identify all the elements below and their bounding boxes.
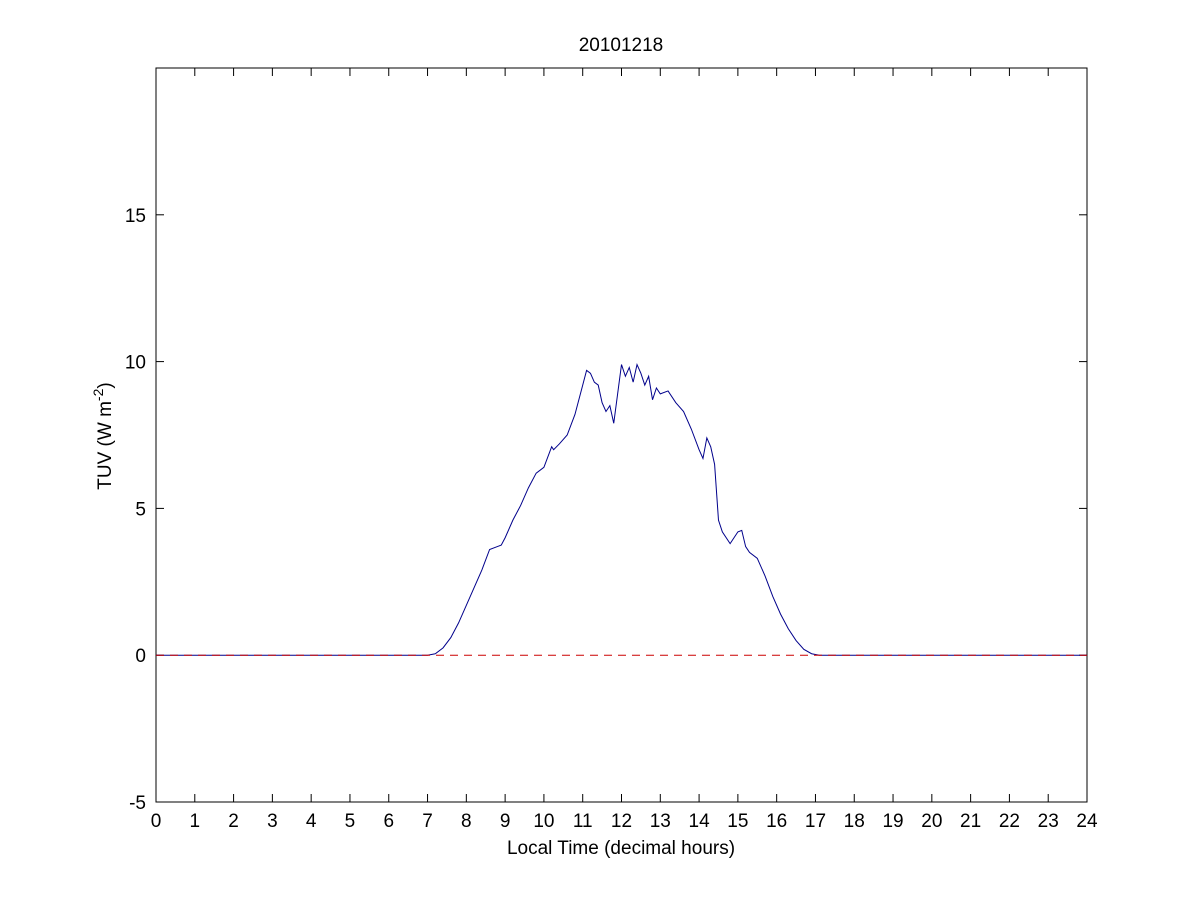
x-tick-label: 2 <box>228 811 239 832</box>
x-tick-label: 11 <box>573 811 593 832</box>
plot-area <box>155 67 1088 803</box>
x-tick-label: 0 <box>151 811 162 832</box>
x-axis-title: Local Time (decimal hours) <box>507 838 735 859</box>
chart-title: 20101218 <box>579 35 664 56</box>
x-tick-label: 3 <box>267 811 278 832</box>
x-axis: 0 1 2 3 4 5 6 7 8 9 10 11 12 13 14 15 16 17 18 19 20 21 22 23 24 <box>151 68 1098 832</box>
x-tick-label: 13 <box>650 811 671 832</box>
x-tick-label: 6 <box>383 811 394 832</box>
x-tick-label: 15 <box>727 811 748 832</box>
y-tick-label: -5 <box>129 793 146 814</box>
x-tick-label: 9 <box>500 811 511 832</box>
x-tick-label: 1 <box>190 811 201 832</box>
x-tick-label: 22 <box>999 811 1020 832</box>
x-tick-label: 19 <box>882 811 903 832</box>
y-axis-title-main: TUV (W m <box>95 401 116 490</box>
y-tick-label: 0 <box>135 646 146 667</box>
x-tick-label: 20 <box>921 811 942 832</box>
y-axis-title-superscript: -2 <box>90 388 106 401</box>
x-tick-label: 7 <box>422 811 433 832</box>
x-tick-label: 8 <box>461 811 472 832</box>
y-axis-title: TUV (W m-2) <box>90 382 116 489</box>
x-tick-label: 18 <box>844 811 865 832</box>
axes-box <box>155 67 1088 803</box>
x-tick-label: 14 <box>689 811 711 832</box>
x-tick-label: 24 <box>1076 811 1098 832</box>
x-tick-label: 5 <box>345 811 356 832</box>
x-tick-label: 21 <box>960 811 981 832</box>
x-tick-label: 12 <box>611 811 632 832</box>
y-tick-label: 5 <box>135 499 146 520</box>
y-tick-label: 15 <box>125 206 146 227</box>
series-group <box>156 362 1087 656</box>
tuv-series-line <box>156 362 1087 656</box>
y-axis-title-suffix: ) <box>95 382 116 388</box>
x-tick-label: 4 <box>306 811 317 832</box>
x-tick-label: 17 <box>805 811 826 832</box>
x-tick-label: 23 <box>1038 811 1059 832</box>
x-tick-label: 10 <box>533 811 554 832</box>
y-tick-label: 10 <box>125 353 146 374</box>
x-tick-label: 16 <box>766 811 787 832</box>
